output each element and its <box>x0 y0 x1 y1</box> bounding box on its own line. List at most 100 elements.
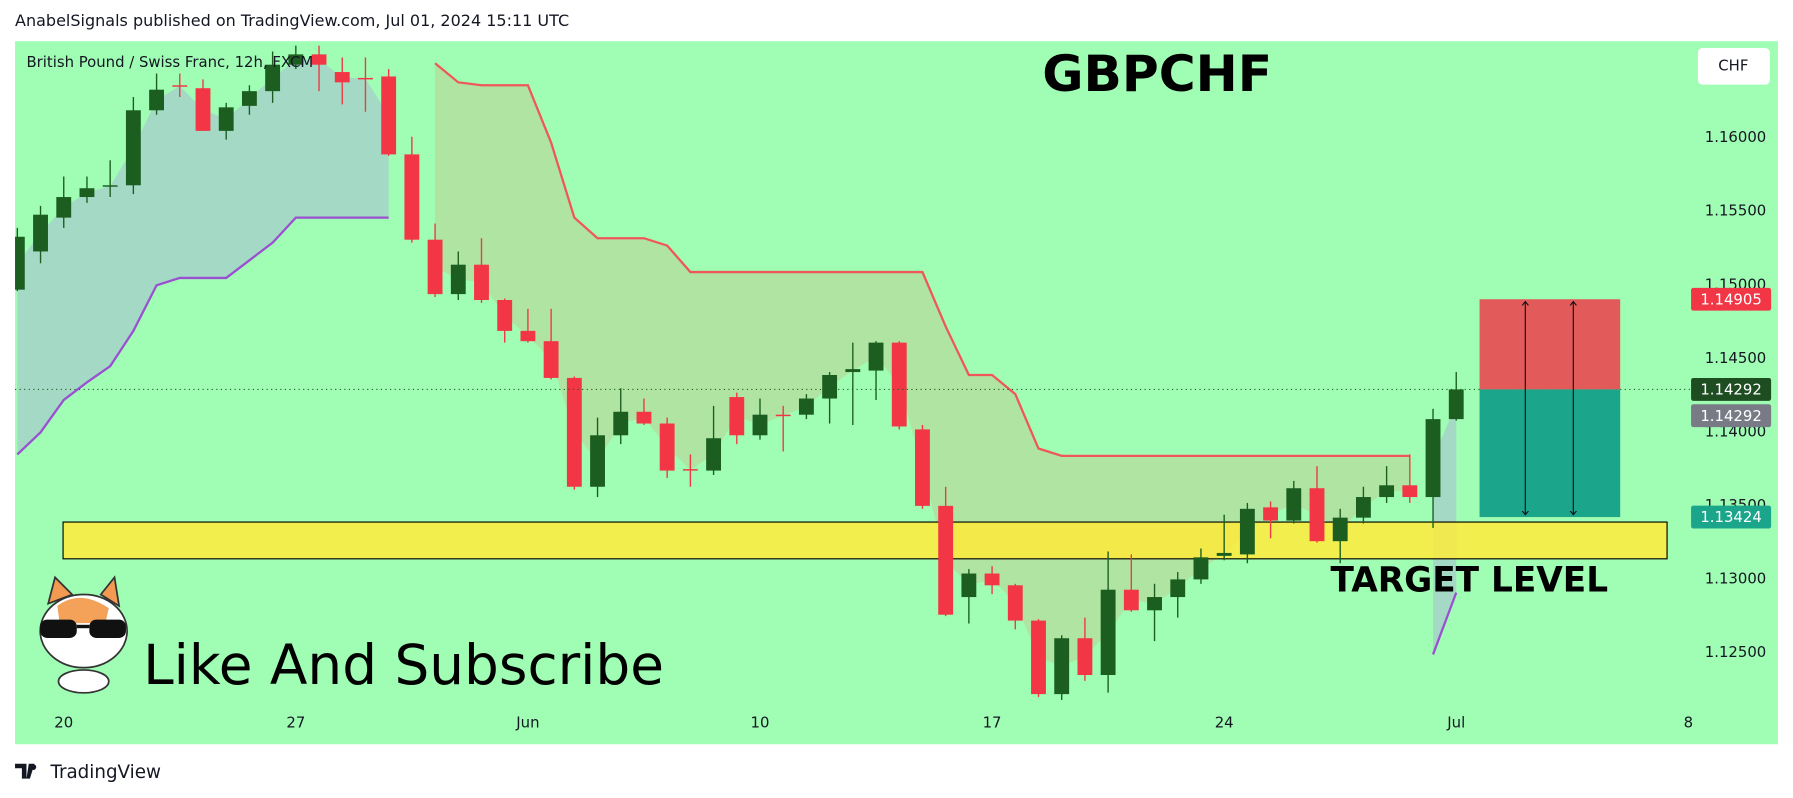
candle-body <box>1216 552 1232 556</box>
currency-button[interactable] <box>1697 48 1770 85</box>
y-tick-label: 1.14500 <box>1705 349 1766 367</box>
candle-body <box>566 377 582 487</box>
candle-body <box>427 239 443 295</box>
candle-body <box>891 342 907 427</box>
x-tick-label: 20 <box>54 714 73 732</box>
indicator-fill <box>435 63 1410 667</box>
candle-body <box>938 505 954 615</box>
candle-body <box>1355 497 1371 518</box>
candle-body <box>102 185 118 187</box>
x-tick-label: Jun <box>515 714 539 732</box>
candle-body <box>149 89 165 111</box>
tradingview-logo <box>15 763 37 779</box>
candle-body <box>1379 485 1395 498</box>
candle-body <box>1448 389 1464 420</box>
candle-body <box>1239 508 1255 555</box>
price-label: 1.14905 <box>1700 290 1761 308</box>
publish-header: AnabelSignals published on TradingView.c… <box>15 11 569 30</box>
candle-body <box>613 411 629 436</box>
x-tick-label: 8 <box>1684 714 1693 732</box>
candle-body <box>961 573 977 598</box>
candle-body <box>1077 638 1093 676</box>
candle-body <box>1147 597 1162 611</box>
target-level-label: TARGET LEVEL <box>1330 560 1608 600</box>
candle-body <box>636 411 652 424</box>
candle-body <box>659 423 675 471</box>
x-tick-label: 17 <box>983 714 1002 732</box>
candle-body <box>1170 579 1186 598</box>
candle-body <box>1402 485 1418 498</box>
candle-body <box>358 77 373 80</box>
indicator-line <box>16 216 1458 655</box>
currency-label[interactable]: CHF <box>1718 56 1748 74</box>
candle-body <box>450 264 466 295</box>
price-label: 1.13424 <box>1700 508 1761 526</box>
y-tick-label: 1.16000 <box>1705 128 1766 146</box>
candle-body <box>822 374 838 399</box>
candle-body <box>752 414 768 436</box>
candle-body <box>798 398 814 415</box>
y-tick-label: 1.15500 <box>1705 202 1766 220</box>
symbol-description: British Pound / Swiss Franc, 12h, FXCM <box>26 53 313 71</box>
candle-body <box>1332 517 1348 542</box>
candle-body <box>775 414 791 417</box>
candle-body <box>195 88 211 131</box>
candle-body <box>311 54 327 65</box>
chart-title: GBPCHF <box>1042 44 1272 103</box>
candle-body <box>1193 557 1209 580</box>
price-label-box <box>1691 404 1772 428</box>
candle-body <box>729 397 745 436</box>
candle-body <box>706 438 722 471</box>
candle-body <box>915 429 930 506</box>
candle-body <box>682 469 698 471</box>
candle-body <box>1007 585 1023 621</box>
indicator-fill <box>17 59 389 455</box>
candle-body <box>288 54 304 65</box>
price-label-box <box>1691 287 1772 311</box>
candle-body <box>868 342 884 371</box>
candle-body <box>1054 638 1070 695</box>
candle-body <box>984 573 1000 586</box>
candle-body <box>334 72 350 83</box>
overlay: 1.14905 1.14292 1.14292 1.13424 <box>1691 287 1772 529</box>
candle-body <box>56 197 72 218</box>
candle-body <box>1123 589 1139 611</box>
candle-body <box>543 341 559 378</box>
candle-body <box>33 214 48 252</box>
candle-body <box>1263 507 1279 521</box>
candle-body <box>1309 488 1325 542</box>
target-zone <box>62 521 1668 560</box>
candle-body <box>404 154 420 240</box>
x-tick-label: 10 <box>751 714 770 732</box>
candle-body <box>1031 620 1046 695</box>
footer-brand: TradingView <box>49 762 161 783</box>
x-tick-label: Jul <box>1446 714 1465 732</box>
y-tick-label: 1.12500 <box>1705 643 1766 661</box>
candle-body <box>1286 488 1302 521</box>
candle-body <box>241 91 257 106</box>
indicator-line <box>434 62 1410 458</box>
candle-body <box>1100 589 1116 676</box>
candle-body <box>265 64 281 92</box>
subscribe-text: Like And Subscribe <box>143 633 664 697</box>
price-label-box <box>1691 505 1772 529</box>
price-label-box <box>1691 377 1772 401</box>
candle-body <box>497 299 513 331</box>
cat-sticker <box>39 575 128 694</box>
candle-body <box>125 110 141 186</box>
price-label: 1.14292 <box>1700 407 1761 425</box>
target-area <box>1479 389 1621 518</box>
x-tick-label: 24 <box>1215 714 1234 732</box>
x-tick-label: 27 <box>286 714 305 732</box>
price-label: 1.14292 <box>1700 381 1761 399</box>
candle-body <box>79 188 95 198</box>
candle-body <box>15 236 25 290</box>
candle-body <box>474 264 489 300</box>
candle-body <box>172 85 188 87</box>
candle-body <box>590 435 605 487</box>
plot-area <box>15 45 1690 701</box>
candle-body <box>218 107 234 131</box>
stop-area <box>1479 299 1621 390</box>
